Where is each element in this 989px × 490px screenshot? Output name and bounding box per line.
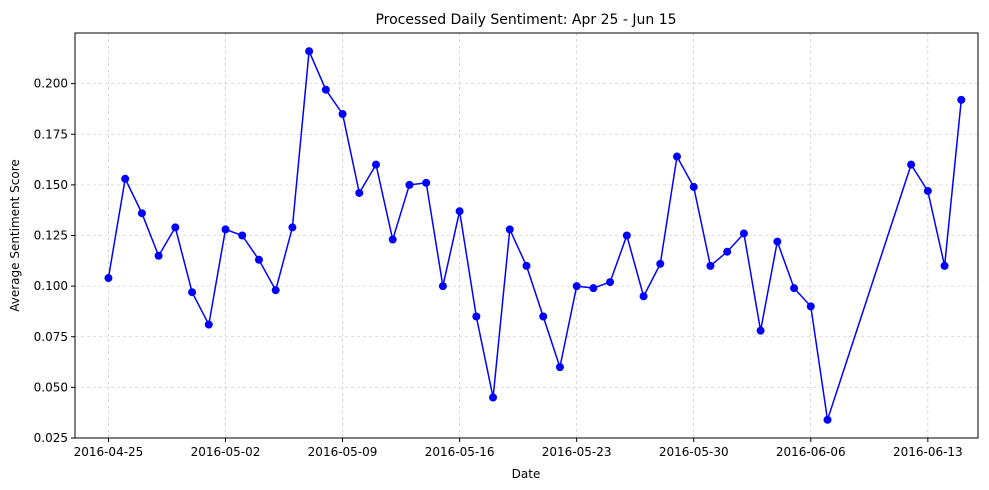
data-point: [472, 312, 481, 321]
data-point: [405, 180, 414, 189]
data-point: [907, 160, 916, 169]
y-tick-label: 0.100: [34, 279, 68, 293]
data-point: [288, 223, 297, 232]
x-axis-label: Date: [512, 467, 541, 481]
data-point: [689, 182, 698, 191]
data-point: [254, 255, 263, 264]
data-point: [489, 393, 498, 402]
data-point: [773, 237, 782, 246]
data-point: [723, 247, 732, 256]
y-tick-label: 0.150: [34, 178, 68, 192]
x-axis-ticks: 2016-04-25 2016-05-02 2016-05-09 2016-05-16…: [74, 438, 963, 459]
chart-title: Processed Daily Sentiment: Apr 25 - Jun …: [375, 12, 676, 28]
data-point: [154, 251, 163, 260]
data-point: [438, 282, 447, 291]
data-point: [639, 292, 648, 301]
x-tick-label: 2016-05-16: [425, 445, 495, 459]
x-tick-label: 2016-06-06: [776, 445, 846, 459]
data-point: [204, 320, 213, 329]
data-point: [137, 209, 146, 218]
data-point: [104, 274, 113, 283]
data-point: [522, 261, 531, 270]
data-point: [121, 174, 130, 183]
data-point: [572, 282, 581, 291]
y-tick-label: 0.025: [34, 431, 68, 445]
x-tick-label: 2016-05-09: [308, 445, 378, 459]
data-point: [589, 284, 598, 293]
y-axis-ticks: 0.025 0.050 0.075 0.100 0.125 0.150 0.175 0.200: [34, 77, 75, 445]
y-tick-label: 0.075: [34, 330, 68, 344]
data-point: [422, 178, 431, 187]
data-point: [539, 312, 548, 321]
data-point: [823, 415, 832, 424]
data-point: [739, 229, 748, 238]
data-point: [606, 278, 615, 287]
x-tick-label: 2016-05-30: [659, 445, 729, 459]
data-point: [338, 110, 347, 118]
data-point: [505, 225, 514, 234]
series-line-group: [104, 47, 966, 424]
y-tick-label: 0.050: [34, 380, 68, 394]
data-point: [706, 261, 715, 270]
data-point: [756, 326, 765, 335]
data-point: [321, 85, 330, 94]
data-point: [355, 188, 364, 197]
data-point: [171, 223, 180, 232]
data-point: [455, 207, 464, 216]
data-point: [555, 363, 564, 372]
data-point: [238, 231, 247, 240]
x-tick-label: 2016-04-25: [74, 445, 144, 459]
data-point: [940, 261, 949, 270]
x-tick-label: 2016-06-13: [893, 445, 963, 459]
data-point: [923, 186, 932, 195]
data-point: [957, 95, 966, 104]
data-point: [673, 152, 681, 161]
data-point: [221, 225, 230, 234]
data-point: [188, 288, 197, 297]
data-point: [271, 286, 280, 295]
y-tick-label: 0.200: [34, 77, 68, 91]
data-point: [790, 284, 799, 293]
y-axis-label: Average Sentiment Score: [8, 159, 22, 312]
data-point: [622, 231, 631, 240]
data-point: [388, 235, 397, 244]
x-tick-label: 2016-05-02: [191, 445, 261, 459]
y-tick-label: 0.125: [34, 229, 68, 243]
data-point: [372, 160, 380, 169]
data-point: [305, 47, 314, 56]
data-point: [806, 302, 815, 311]
data-point: [656, 259, 665, 268]
y-tick-label: 0.175: [34, 127, 68, 141]
x-tick-label: 2016-05-23: [542, 445, 612, 459]
